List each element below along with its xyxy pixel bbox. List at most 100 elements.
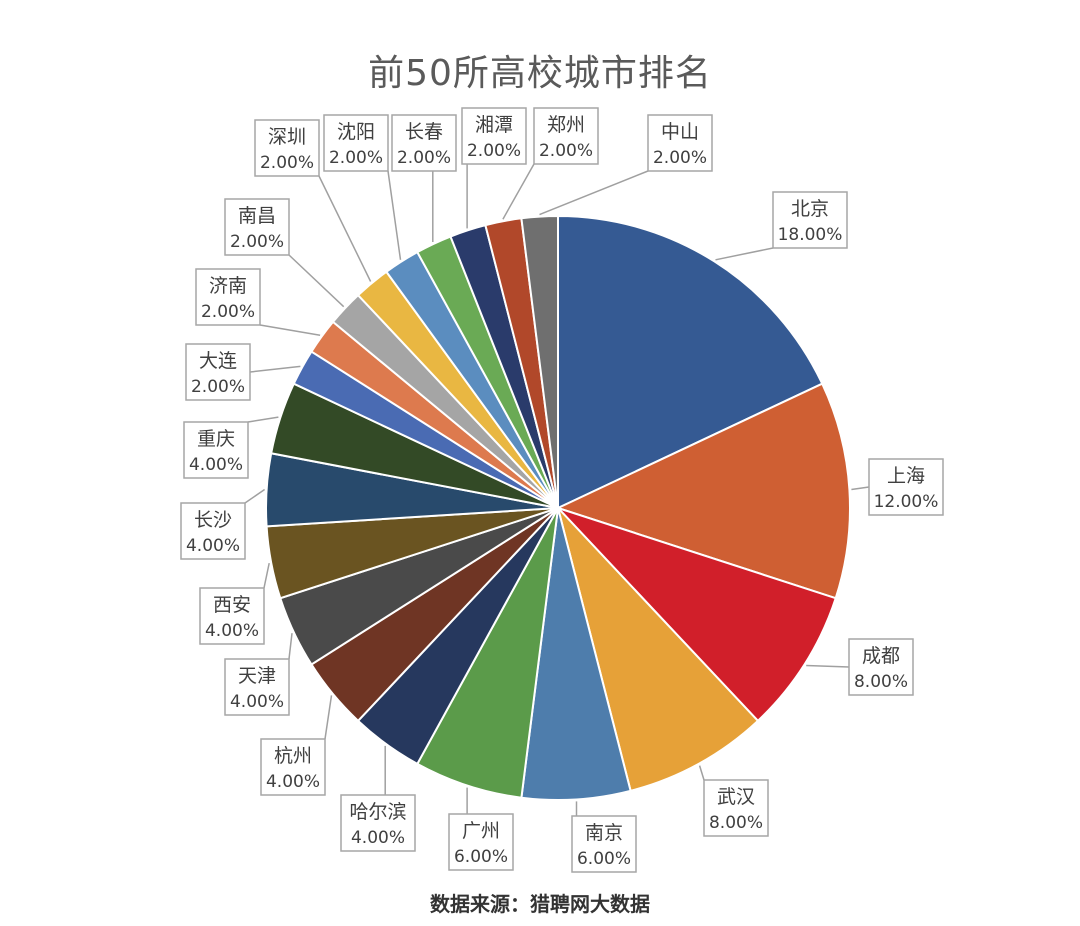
label-percent: 2.00% bbox=[201, 302, 255, 322]
label-percent: 2.00% bbox=[653, 148, 707, 168]
leader-line bbox=[263, 562, 270, 589]
label-box bbox=[224, 198, 290, 256]
label-box bbox=[323, 114, 389, 172]
leader-line bbox=[288, 633, 293, 660]
label-box bbox=[448, 813, 514, 871]
data-label-15: 南昌 2.00% bbox=[224, 198, 290, 256]
label-percent: 6.00% bbox=[577, 849, 631, 869]
label-percent: 2.00% bbox=[329, 148, 383, 168]
label-percent: 2.00% bbox=[467, 141, 521, 161]
label-box bbox=[224, 658, 290, 716]
label-category: 济南 bbox=[209, 275, 247, 297]
chart-title: 前50所高校城市排名 bbox=[368, 53, 712, 94]
leader-line bbox=[387, 170, 402, 260]
label-box bbox=[533, 107, 599, 165]
label-category: 郑州 bbox=[547, 114, 585, 136]
leader-line bbox=[318, 175, 372, 282]
label-box bbox=[703, 779, 769, 837]
data-label-2: 上海 12.00% bbox=[868, 458, 944, 516]
data-label-21: 中山 2.00% bbox=[647, 114, 713, 172]
label-percent: 2.00% bbox=[230, 232, 284, 252]
leader-line bbox=[288, 254, 345, 308]
data-label-20: 郑州 2.00% bbox=[533, 107, 599, 165]
data-source: 数据来源：猎聘网大数据 bbox=[430, 892, 650, 916]
label-category: 深圳 bbox=[268, 126, 306, 148]
leader-lines bbox=[244, 163, 870, 816]
data-label-17: 沈阳 2.00% bbox=[323, 114, 389, 172]
pie-slice-21 bbox=[520, 214, 559, 509]
label-box bbox=[183, 421, 249, 479]
label-box bbox=[195, 268, 261, 326]
pie-slice-3 bbox=[557, 507, 837, 723]
label-box bbox=[647, 114, 713, 172]
label-box bbox=[340, 794, 416, 852]
label-percent: 2.00% bbox=[260, 153, 314, 173]
label-category: 西安 bbox=[213, 594, 251, 616]
label-percent: 4.00% bbox=[205, 621, 259, 641]
label-percent: 4.00% bbox=[351, 828, 405, 848]
label-box bbox=[461, 107, 527, 165]
label-category: 杭州 bbox=[274, 745, 312, 767]
label-percent: 18.00% bbox=[778, 225, 843, 245]
label-category: 沈阳 bbox=[337, 121, 375, 143]
label-category: 广州 bbox=[462, 820, 500, 842]
label-percent: 8.00% bbox=[854, 672, 908, 692]
data-label-1: 北京 18.00% bbox=[772, 191, 848, 249]
pie-slice-4 bbox=[557, 507, 760, 793]
leader-line bbox=[249, 365, 301, 373]
data-label-16: 深圳 2.00% bbox=[254, 119, 320, 177]
label-category: 南京 bbox=[585, 822, 623, 844]
leader-line bbox=[324, 695, 333, 740]
data-label-6: 广州 6.00% bbox=[448, 813, 514, 871]
leader-line bbox=[698, 765, 705, 781]
leader-line bbox=[244, 488, 266, 504]
label-box bbox=[848, 638, 914, 696]
data-label-19: 湘潭 2.00% bbox=[461, 107, 527, 165]
label-category: 武汉 bbox=[717, 786, 755, 808]
label-percent: 12.00% bbox=[874, 492, 939, 512]
leader-line bbox=[259, 324, 321, 336]
leader-line bbox=[539, 170, 649, 216]
label-percent: 2.00% bbox=[191, 377, 245, 397]
label-category: 中山 bbox=[661, 121, 699, 143]
label-percent: 4.00% bbox=[266, 772, 320, 792]
data-label-5: 南京 6.00% bbox=[571, 815, 637, 873]
label-box bbox=[571, 815, 637, 873]
label-percent: 4.00% bbox=[189, 455, 243, 475]
data-label-18: 长春 2.00% bbox=[391, 114, 457, 172]
leader-line bbox=[806, 664, 850, 668]
label-percent: 4.00% bbox=[230, 692, 284, 712]
label-category: 天津 bbox=[238, 665, 276, 687]
data-label-12: 重庆 4.00% bbox=[183, 421, 249, 479]
data-label-3: 成都 8.00% bbox=[848, 638, 914, 696]
label-category: 重庆 bbox=[197, 428, 235, 450]
pie-slice-1 bbox=[557, 214, 824, 510]
label-category: 成都 bbox=[862, 645, 900, 667]
label-box bbox=[772, 191, 848, 249]
data-label-9: 天津 4.00% bbox=[224, 658, 290, 716]
label-category: 哈尔滨 bbox=[349, 801, 406, 823]
label-percent: 2.00% bbox=[539, 141, 593, 161]
label-box bbox=[180, 502, 246, 560]
label-category: 上海 bbox=[887, 465, 925, 487]
data-labels: 北京 18.00% 上海 12.00% 成都 8.00% 武汉 8.00% 南京 6.00% 广州 6… bbox=[180, 107, 944, 873]
label-box bbox=[260, 738, 326, 796]
leader-line bbox=[502, 163, 535, 220]
pie-slices bbox=[265, 214, 851, 801]
data-label-8: 杭州 4.00% bbox=[260, 738, 326, 796]
label-box bbox=[254, 119, 320, 177]
label-box bbox=[199, 587, 265, 645]
leader-line bbox=[715, 247, 774, 261]
label-percent: 8.00% bbox=[709, 813, 763, 833]
label-category: 长沙 bbox=[194, 509, 232, 531]
label-category: 北京 bbox=[791, 198, 829, 220]
leader-line bbox=[851, 486, 870, 491]
label-box bbox=[391, 114, 457, 172]
data-label-7: 哈尔滨 4.00% bbox=[340, 794, 416, 852]
data-label-4: 武汉 8.00% bbox=[703, 779, 769, 837]
data-label-11: 长沙 4.00% bbox=[180, 502, 246, 560]
label-box bbox=[868, 458, 944, 516]
label-category: 南昌 bbox=[238, 205, 276, 227]
pie-slice-2 bbox=[555, 382, 851, 600]
